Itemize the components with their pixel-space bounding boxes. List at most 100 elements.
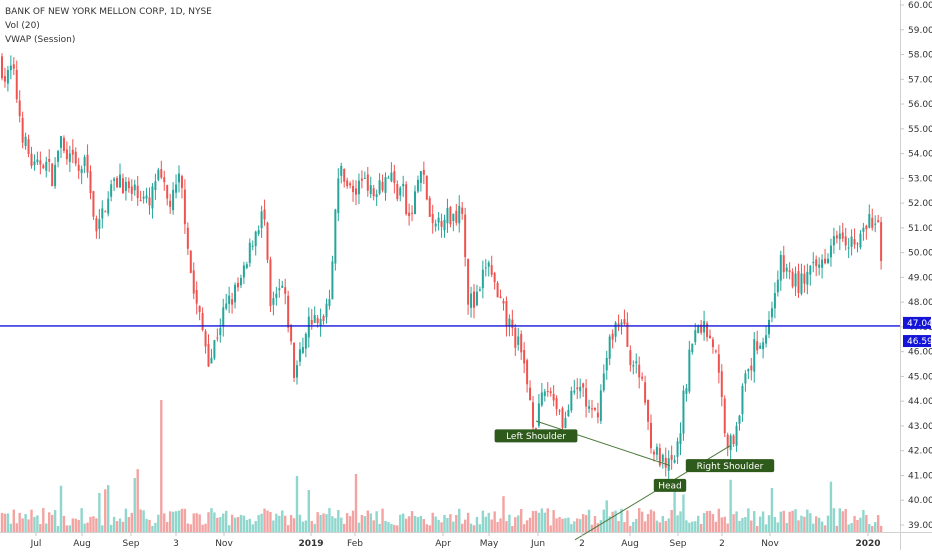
candle <box>213 339 216 361</box>
x-tick-label: 3 <box>173 539 179 549</box>
candle <box>24 132 27 150</box>
candle <box>591 399 593 419</box>
candle-body <box>555 398 558 410</box>
candle-body <box>487 262 490 267</box>
candle <box>51 162 54 187</box>
candle-body <box>313 315 316 323</box>
candle-body <box>679 433 682 445</box>
volume-bar <box>711 514 715 532</box>
volume-bar <box>6 513 10 532</box>
x-tick-label: Sep <box>123 539 140 549</box>
candle <box>585 379 588 418</box>
candle-body <box>234 284 237 303</box>
volume-bar <box>581 514 585 532</box>
candle-body <box>307 316 310 338</box>
volume-bar <box>431 512 434 532</box>
volume-bar <box>794 509 797 532</box>
candle <box>847 238 850 259</box>
candle-body <box>552 393 555 401</box>
volume-bar <box>118 518 122 532</box>
volume-indicator-label[interactable]: Vol (20) <box>5 21 40 31</box>
candle-body <box>1 56 3 79</box>
volume-bar <box>157 514 160 532</box>
candle <box>835 230 838 244</box>
volume-bar <box>98 492 101 532</box>
candle-body <box>222 307 225 326</box>
candle <box>154 173 157 201</box>
candle-body <box>119 174 121 188</box>
candle-body <box>768 319 770 335</box>
candle <box>467 258 470 315</box>
candle-body <box>269 259 272 307</box>
candle <box>449 206 452 228</box>
candle <box>133 179 136 196</box>
candle <box>443 214 446 238</box>
candle-body <box>517 336 520 345</box>
candle-body <box>791 271 794 287</box>
candle <box>529 380 532 401</box>
candle <box>245 261 248 270</box>
volume-bar <box>587 509 591 532</box>
candle-body <box>638 364 641 378</box>
candle-body <box>505 301 508 326</box>
candle-body <box>874 223 877 225</box>
volume-bar <box>112 516 116 532</box>
volume-bar <box>363 516 367 532</box>
volume-bar <box>602 509 605 532</box>
candle-body <box>290 325 293 342</box>
candle-body <box>337 178 340 214</box>
candle <box>278 278 281 298</box>
volume-bar <box>298 514 302 532</box>
volume-bar <box>782 510 785 532</box>
candle-body <box>237 282 239 288</box>
candle-body <box>160 169 163 178</box>
candle <box>661 453 664 469</box>
candle-body <box>378 180 381 194</box>
candle-body <box>127 181 130 189</box>
volume-bar <box>770 487 774 532</box>
volume-bar <box>334 518 337 532</box>
candle-body <box>829 245 832 258</box>
candle-body <box>110 184 113 197</box>
volume-bar <box>490 519 493 532</box>
candle-body <box>794 273 797 287</box>
candle-body <box>48 158 51 162</box>
candle-body <box>661 454 664 462</box>
volume-bar <box>372 520 375 532</box>
symbol-title[interactable]: BANK OF NEW YORK MELLON CORP, 1D, NYSE <box>5 7 212 17</box>
candle <box>231 292 234 314</box>
volume-bar <box>130 512 133 532</box>
x-tick-label: Apr <box>435 539 451 549</box>
volume-bar <box>844 508 847 532</box>
volume-bar <box>425 524 428 532</box>
volume-bar <box>832 508 836 532</box>
y-tick-label: 42.00 <box>908 447 932 457</box>
candle-body <box>832 236 835 246</box>
volume-bar <box>546 508 549 532</box>
candle-body <box>543 391 546 396</box>
candle-body <box>325 303 328 318</box>
candle <box>402 175 405 197</box>
candle <box>644 375 647 406</box>
candle-body <box>83 156 86 166</box>
candle <box>60 135 62 158</box>
volume-bar <box>343 523 346 532</box>
volume-bar <box>676 515 679 532</box>
candle <box>688 340 691 394</box>
volume-bar <box>788 511 791 532</box>
y-tick-label: 49.00 <box>908 273 932 283</box>
candle-body <box>293 342 296 378</box>
candle-body <box>334 209 337 264</box>
candle <box>514 324 517 356</box>
candle <box>104 210 107 213</box>
candle <box>549 387 552 397</box>
volume-bar <box>325 514 328 532</box>
x-tick-label: 2020 <box>855 539 880 549</box>
candle <box>493 271 496 290</box>
vwap-indicator-label[interactable]: VWAP (Session) <box>5 35 76 45</box>
volume-bar <box>345 513 349 532</box>
candle-body <box>623 319 626 325</box>
volume-bar <box>732 514 735 532</box>
volume-bar <box>33 516 36 532</box>
